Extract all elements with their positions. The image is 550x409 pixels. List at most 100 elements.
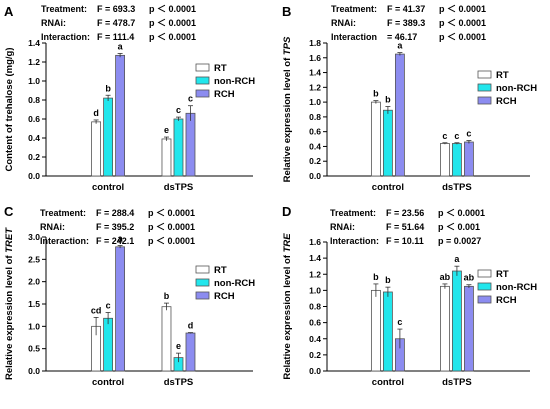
bar-non-rch bbox=[452, 270, 462, 372]
significance-letter: b bbox=[164, 291, 170, 301]
bar-rch bbox=[115, 54, 125, 177]
significance-letter: a bbox=[118, 41, 124, 51]
y-axis-label: Content of trehalose (mg/g) bbox=[4, 47, 15, 171]
significance-letter: b bbox=[385, 275, 391, 285]
x-tick-label: dsTPS bbox=[164, 182, 194, 193]
significance-letter: d bbox=[93, 108, 99, 118]
legend-swatch-rch bbox=[195, 89, 210, 98]
stat-value: F = 242.1 bbox=[96, 236, 134, 246]
x-tick-label: control bbox=[372, 182, 404, 193]
bar-rch bbox=[185, 332, 196, 372]
bar-rch bbox=[185, 112, 196, 177]
y-axis-label-prefix: Relative expression level of bbox=[282, 252, 293, 379]
y-tick-label: 1.4 bbox=[309, 68, 321, 78]
significance-letter: ab bbox=[440, 272, 451, 282]
y-tick-label: 1.0 bbox=[28, 76, 40, 86]
legend-label: non-RCH bbox=[214, 278, 255, 289]
legend-swatch-rch bbox=[477, 96, 492, 105]
stat-value: F = 23.56 bbox=[386, 208, 424, 218]
bar-rt bbox=[370, 101, 381, 177]
y-tick-label: 0.0 bbox=[309, 366, 321, 376]
significance-letter: c bbox=[106, 300, 111, 310]
x-tick-label: control bbox=[92, 182, 124, 193]
y-tick-label: 1.0 bbox=[28, 321, 40, 331]
y-tick-label: 0.2 bbox=[309, 350, 321, 360]
y-tick-label: 1.8 bbox=[309, 38, 321, 48]
bar-rch bbox=[115, 246, 125, 372]
stat-value: F = 51.64 bbox=[386, 222, 424, 232]
stat-term: RNAi: bbox=[41, 18, 66, 28]
bar-rt bbox=[161, 138, 172, 177]
bar-rt bbox=[161, 306, 172, 372]
panel-b: B Treatment: F = 41.37 p ＜ 0.0001 RNAi: F = 3… bbox=[282, 4, 537, 193]
stat-p: p ＜ 0.0001 bbox=[438, 208, 485, 218]
y-tick-label: 1.2 bbox=[28, 57, 40, 67]
bar-non-rch bbox=[173, 118, 184, 177]
bar-non-rch bbox=[382, 291, 393, 372]
y-tick-label: 0.0 bbox=[28, 366, 40, 376]
legend-swatch-rt bbox=[195, 265, 210, 274]
significance-letter: d bbox=[188, 321, 194, 331]
stat-value: F = 41.37 bbox=[387, 4, 425, 14]
legend-label: RT bbox=[496, 70, 509, 81]
legend-swatch-non-rch bbox=[477, 83, 492, 92]
stat-p: p ＜ 0.0001 bbox=[148, 208, 195, 218]
legend-swatch-non-rch bbox=[195, 278, 210, 287]
significance-letter: a bbox=[397, 41, 403, 51]
y-tick-label: 0.4 bbox=[28, 133, 40, 143]
legend-label: RT bbox=[214, 63, 227, 74]
significance-letter: c bbox=[397, 317, 402, 327]
legend-label: RT bbox=[214, 265, 227, 276]
y-axis-label-gene: TPS bbox=[282, 36, 293, 55]
x-tick-label: dsTPS bbox=[164, 377, 194, 388]
significance-letter: c bbox=[188, 94, 193, 104]
y-tick-label: 0.6 bbox=[309, 127, 321, 137]
y-axis-label: Relative expression level of TRET bbox=[4, 227, 15, 380]
y-tick-label: 1.0 bbox=[309, 97, 321, 107]
stat-p: p ＜ 0.0001 bbox=[148, 222, 195, 232]
panel-a: A Treatment: F = 693.3 p ＜ 0.0001 RNAi: F = 4… bbox=[4, 4, 255, 193]
stat-value: F = 389.3 bbox=[387, 18, 425, 28]
y-tick-label: 0.2 bbox=[309, 156, 321, 166]
bar-rch bbox=[394, 53, 405, 177]
y-axis-label: Relative expression level of TPS bbox=[282, 36, 293, 182]
stat-p: p ＜ 0.0001 bbox=[439, 32, 486, 42]
y-tick-label: 0.4 bbox=[309, 141, 321, 151]
legend-label: RCH bbox=[214, 291, 235, 302]
stat-p: p = 0.0027 bbox=[438, 236, 481, 246]
y-axis-label-prefix: Relative expression level of bbox=[4, 253, 15, 380]
stat-term: Interaction: bbox=[40, 236, 89, 246]
significance-letter: a bbox=[118, 233, 124, 243]
bar-rch bbox=[464, 141, 474, 177]
y-tick-label: 0.8 bbox=[309, 112, 321, 122]
y-tick-label: 1.5 bbox=[28, 299, 40, 309]
bar-non-rch bbox=[452, 143, 462, 177]
significance-letter: b bbox=[105, 83, 111, 93]
legend-swatch-non-rch bbox=[477, 282, 492, 291]
y-tick-label: 0.2 bbox=[28, 152, 40, 162]
significance-letter: ab bbox=[464, 273, 475, 283]
bar-non-rch bbox=[382, 109, 393, 177]
y-tick-label: 2.5 bbox=[28, 254, 40, 264]
stat-p: p ＜ 0.0001 bbox=[148, 236, 195, 246]
y-axis-label: Relative expression level of TRE bbox=[282, 233, 293, 380]
bar-rt bbox=[91, 121, 101, 177]
bar-rt bbox=[440, 143, 450, 177]
y-tick-label: 3.0 bbox=[28, 232, 40, 242]
x-tick-label: dsTPS bbox=[442, 377, 472, 388]
stat-value: = 46.17 bbox=[387, 32, 417, 42]
y-tick-label: 1.6 bbox=[309, 53, 321, 63]
significance-letter: e bbox=[176, 341, 181, 351]
y-tick-label: 0.4 bbox=[309, 334, 321, 344]
y-tick-label: 0.6 bbox=[309, 318, 321, 328]
bar-rt bbox=[440, 285, 450, 372]
x-tick-label: control bbox=[92, 377, 124, 388]
panel-d: D Treatment: F = 23.56 p ＜ 0.0001 RNAi: F = 5… bbox=[282, 204, 537, 388]
significance-letter: b bbox=[385, 95, 391, 105]
stat-term: Treatment: bbox=[330, 208, 376, 218]
stat-value: F = 10.11 bbox=[386, 236, 424, 246]
stat-term: Treatment: bbox=[331, 4, 377, 14]
stat-term: RNAi: bbox=[40, 222, 65, 232]
legend-label: RCH bbox=[496, 295, 517, 306]
y-tick-label: 0.0 bbox=[309, 171, 321, 181]
